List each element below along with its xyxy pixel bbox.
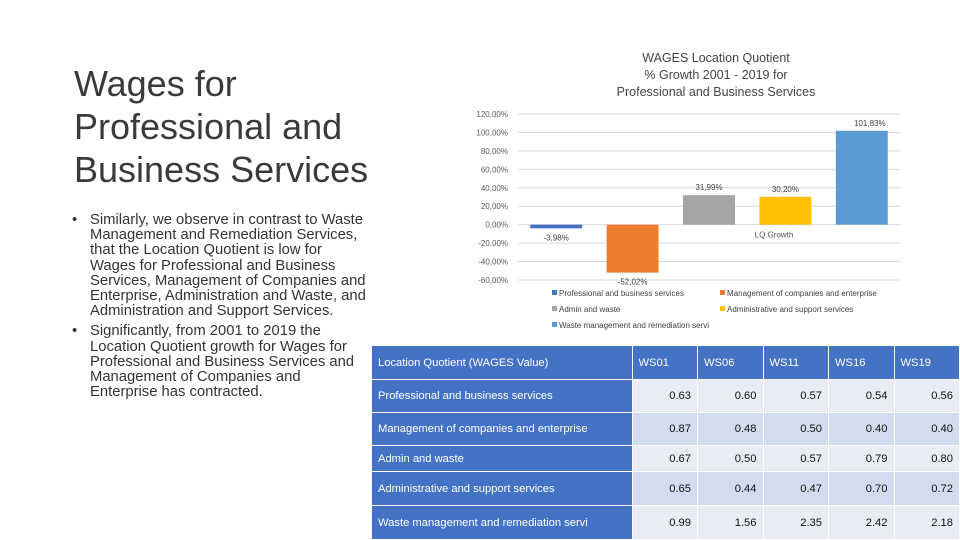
legend-swatch: [552, 322, 557, 327]
legend-label: Administrative and support services: [727, 305, 853, 314]
chart-title-line: WAGES Location Quotient: [642, 51, 790, 65]
y-tick-label: 0,00%: [485, 221, 508, 230]
table-cell: 0.67: [632, 445, 698, 472]
table-cell: 0.87: [632, 412, 698, 446]
table-header-row: Location Quotient (WAGES Value) WS01 WS0…: [372, 346, 960, 380]
lq-growth-bar-chart: 120,00% 100,00% 80,00% 60,00% 40,00% 20,00% 0,…: [476, 110, 900, 330]
bar: [759, 196, 812, 225]
bar: [606, 224, 659, 273]
legend-label: Management of companies and enterprise: [727, 289, 877, 298]
table-cell: 0.72: [894, 471, 960, 506]
table-row-label: Management of companies and enterprise: [372, 412, 633, 446]
bar: [683, 195, 735, 225]
table-row-label: Waste management and remediation servi: [372, 505, 633, 540]
slide-title: Wages for Professional and Business Serv…: [74, 63, 369, 190]
y-tick-label: 120,00%: [476, 110, 508, 119]
y-tick-label: 80,00%: [481, 147, 508, 156]
table-cell: 0.40: [894, 412, 960, 446]
table-cell: 0.50: [697, 445, 764, 472]
table-col-header: WS19: [894, 346, 960, 380]
table-row: Management of companies and enterprise 0.…: [372, 412, 960, 446]
chart-title-line: Professional and Business Services: [616, 85, 816, 99]
table-cell: 0.80: [894, 445, 960, 472]
legend-swatch: [720, 306, 725, 311]
table-cell: 0.70: [828, 471, 895, 506]
legend-label: Professional and business services: [559, 289, 684, 298]
table-cell: 0.44: [697, 471, 764, 506]
table-col-header: WS01: [632, 346, 698, 380]
bullet-list: Similarly, we observe in contrast to Was…: [72, 212, 368, 405]
table-cell: 0.99: [632, 505, 698, 540]
chart-title-line: % Growth 2001 - 2019 for: [644, 68, 788, 82]
table-cell: 0.60: [697, 379, 764, 413]
table-cell: 0.56: [894, 379, 960, 413]
table-cell: 2.18: [894, 505, 960, 540]
table-col-header: WS16: [828, 346, 895, 380]
lq-wages-table: Location Quotient (WAGES Value) WS01 WS0…: [372, 346, 960, 540]
y-tick-label: 60,00%: [481, 165, 508, 174]
y-tick-label: 100,00%: [476, 128, 508, 137]
y-tick-label: 40,00%: [481, 184, 508, 193]
series-name-label: LQ Growth: [755, 231, 794, 240]
table-cell: 0.50: [763, 412, 829, 446]
table-row-label: Admin and waste: [372, 445, 633, 472]
bar: [835, 130, 888, 225]
table-col-header: WS06: [697, 346, 764, 380]
legend-label: Admin and waste: [559, 305, 621, 314]
data-label: -52,02%: [618, 278, 648, 287]
legend-swatch: [720, 290, 725, 295]
data-label: 30,20%: [772, 185, 799, 194]
legend-label: Waste management and remediation servi: [559, 321, 709, 330]
data-label: 31,99%: [695, 183, 722, 192]
table-cell: 0.48: [697, 412, 764, 446]
table-cell: 0.57: [763, 445, 829, 472]
table-row-label: Professional and business services: [372, 379, 633, 413]
table-cell: 0.54: [828, 379, 895, 413]
chart-title: WAGES Location Quotient % Growth 2001 - …: [600, 50, 832, 101]
legend-swatch: [552, 306, 557, 311]
table-row: Admin and waste 0.67 0.50 0.57 0.79 0.80: [372, 445, 960, 472]
table-cell: 0.63: [632, 379, 698, 413]
legend-swatch: [552, 290, 557, 295]
table-cell: 1.56: [697, 505, 764, 540]
table-row: Administrative and support services 0.65 0…: [372, 471, 960, 506]
table-cell: 0.57: [763, 379, 829, 413]
y-tick-label: -20,00%: [478, 239, 508, 248]
table-cell: 0.47: [763, 471, 829, 506]
bullet-item: Significantly, from 2001 to 2019 the Loc…: [72, 324, 368, 400]
y-tick-label: 20,00%: [481, 202, 508, 211]
bar: [530, 224, 583, 229]
table-cell: 0.40: [828, 412, 895, 446]
table-cell: 0.79: [828, 445, 895, 472]
table-cell: 2.35: [763, 505, 829, 540]
table-cell: 0.65: [632, 471, 698, 506]
table-header-label: Location Quotient (WAGES Value): [372, 346, 633, 380]
table-row: Waste management and remediation servi 0.…: [372, 505, 960, 540]
table-cell: 2.42: [828, 505, 895, 540]
data-label: -3,98%: [544, 233, 569, 242]
y-tick-label: -40,00%: [478, 258, 508, 267]
data-label: 101,83%: [854, 119, 886, 128]
y-tick-label: -60,00%: [478, 276, 508, 285]
table-col-header: WS11: [763, 346, 829, 380]
bullet-item: Similarly, we observe in contrast to Was…: [72, 212, 368, 319]
table-row-label: Administrative and support services: [372, 471, 633, 506]
table-row: Professional and business services 0.63 0.…: [372, 379, 960, 413]
